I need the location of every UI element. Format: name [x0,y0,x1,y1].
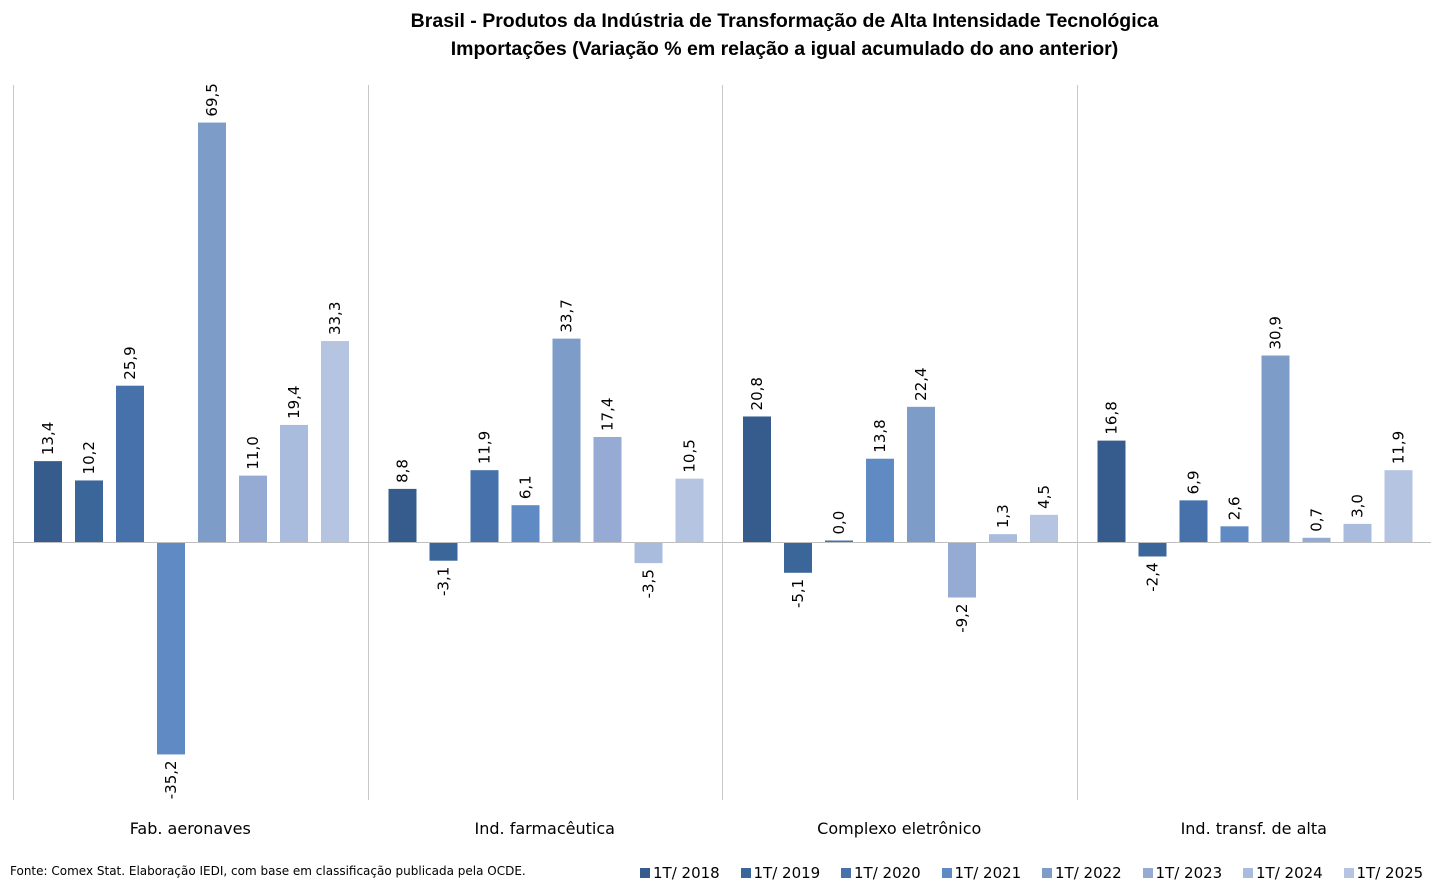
category-label: Ind. transf. de alta [1181,819,1327,838]
bar [948,542,976,598]
bar [1097,440,1126,542]
legend-item: 1T/ 2018 [640,864,720,882]
bar [593,436,622,542]
data-label: -3,5 [640,569,658,598]
legend-item: 1T/ 2022 [1042,864,1122,882]
bar [1179,500,1208,542]
legend-label: 1T/ 2025 [1356,864,1424,882]
bar [75,480,103,542]
legend-swatch [640,868,650,878]
data-label: 0,7 [1308,508,1326,532]
bar [429,542,458,561]
source-note: Fonte: Comex Stat. Elaboração IEDI, com … [10,864,526,878]
legend-swatch [740,868,751,878]
data-label: 17,4 [599,398,617,431]
data-label: 6,1 [517,475,535,499]
data-label: 20,8 [748,377,766,410]
data-label: 13,4 [39,422,57,455]
category-label: Fab. aeronaves [130,819,251,838]
bar [634,542,663,564]
bar [1220,526,1249,542]
data-label: 30,9 [1267,316,1285,349]
legend-item: 1T/ 2020 [841,864,921,882]
legend-swatch [1243,868,1253,878]
bar [1030,514,1058,542]
bar [116,385,144,542]
chart-subtitle: Importações (Variação % em relação a igu… [450,38,1119,60]
bar [743,416,771,542]
data-label: 33,7 [558,299,576,332]
bar [552,338,581,542]
bar [1261,355,1290,542]
data-label: -3,1 [435,567,453,596]
data-label: 6,9 [1185,470,1203,494]
data-label: -35,2 [162,760,180,799]
bar [388,488,417,542]
bar [1384,470,1413,542]
data-label: 11,9 [1390,431,1408,464]
data-label: 19,4 [285,386,303,419]
bar [34,461,62,542]
bar [989,534,1017,542]
bar [1302,537,1331,542]
chart-title: Brasil - Produtos da Indústria de Transf… [410,10,1159,32]
bar [239,475,267,542]
data-label: 10,2 [80,441,98,474]
bar [866,458,894,542]
legend-item: 1T/ 2025 [1343,864,1424,882]
data-label: -5,1 [789,579,807,608]
legend-swatch [1042,868,1052,878]
data-label: 33,3 [326,302,344,335]
legend-label: 1T/ 2024 [1256,864,1323,882]
legend-label: 1T/ 2019 [753,864,821,882]
data-label: 10,5 [681,439,699,472]
data-label: 16,8 [1103,401,1121,434]
data-label: 69,5 [203,83,221,116]
bar [907,406,935,542]
data-label: 8,8 [394,459,412,483]
legend-label: 1T/ 2018 [653,864,720,882]
bar [321,341,349,542]
data-label: 4,5 [1035,485,1053,509]
data-label: 3,0 [1349,494,1367,518]
data-label: 1,3 [994,504,1012,528]
chart-legend: 1T/ 2018 1T/ 2019 1T/ 2020 1T/ 2021 1T/ 2022… [0,864,1439,886]
legend-item: 1T/ 2023 [1142,864,1223,882]
bar [198,122,226,542]
data-label: -9,2 [953,604,971,633]
data-label: 25,9 [121,346,139,379]
legend-swatch [1343,868,1354,878]
data-label: 2,6 [1226,496,1244,520]
legend-item: 1T/ 2024 [1243,864,1323,882]
legend-swatch [1142,868,1153,878]
chart-plot: 13,4 10,2 25,9 -35,2 69,5 11,0 19,4 33,3 Fab. ae… [13,83,1431,838]
bar [280,424,308,542]
bar [511,505,540,542]
bar [675,478,704,542]
legend-swatch [941,868,952,878]
bar [825,540,853,542]
legend-item: 1T/ 2021 [941,864,1022,882]
category-label: Ind. farmacêutica [475,819,615,838]
legend-label: 1T/ 2020 [854,864,921,882]
bar [1138,542,1167,557]
data-label: 0,0 [830,511,848,535]
legend-label: 1T/ 2023 [1155,864,1223,882]
category-label: Complexo eletrônico [817,819,981,838]
data-label: 22,4 [912,367,930,400]
bar [1343,523,1372,542]
data-label: 13,8 [871,419,889,452]
data-label: -2,4 [1144,562,1162,591]
bar [157,542,185,755]
bar [784,542,812,573]
legend-swatch [841,868,851,878]
bar [470,470,499,542]
legend-label: 1T/ 2022 [1055,864,1122,882]
data-label: 11,9 [476,431,494,464]
legend-label: 1T/ 2021 [954,864,1022,882]
data-label: 11,0 [244,436,262,469]
legend-item: 1T/ 2019 [740,864,821,882]
